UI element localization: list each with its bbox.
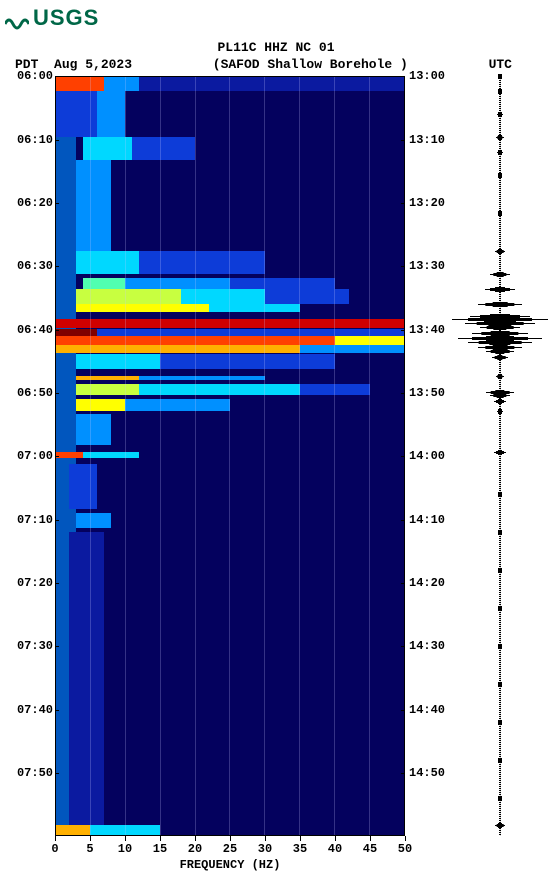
chart-title: PL11C HHZ NC 01: [5, 39, 547, 57]
wave-icon: [5, 10, 29, 26]
waveform-plot: [450, 76, 550, 836]
tz-right-label: UTC: [489, 57, 512, 72]
chart-subtitle: PDT Aug 5,2023 (SAFOD Shallow Borehole )…: [5, 57, 547, 72]
spectrogram-plot: [55, 76, 405, 836]
logo-text: USGS: [33, 5, 99, 31]
x-axis: FREQUENCY (HZ) 05101520253035404550: [55, 836, 405, 866]
station-label: (SAFOD Shallow Borehole ): [213, 57, 408, 72]
y-axis-right: 13:0013:1013:2013:3013:4013:5014:0014:10…: [405, 76, 450, 836]
usgs-logo: USGS: [5, 5, 547, 31]
x-axis-label: FREQUENCY (HZ): [55, 858, 405, 872]
y-axis-left: 06:0006:1006:2006:3006:4006:5007:0007:10…: [5, 76, 55, 836]
